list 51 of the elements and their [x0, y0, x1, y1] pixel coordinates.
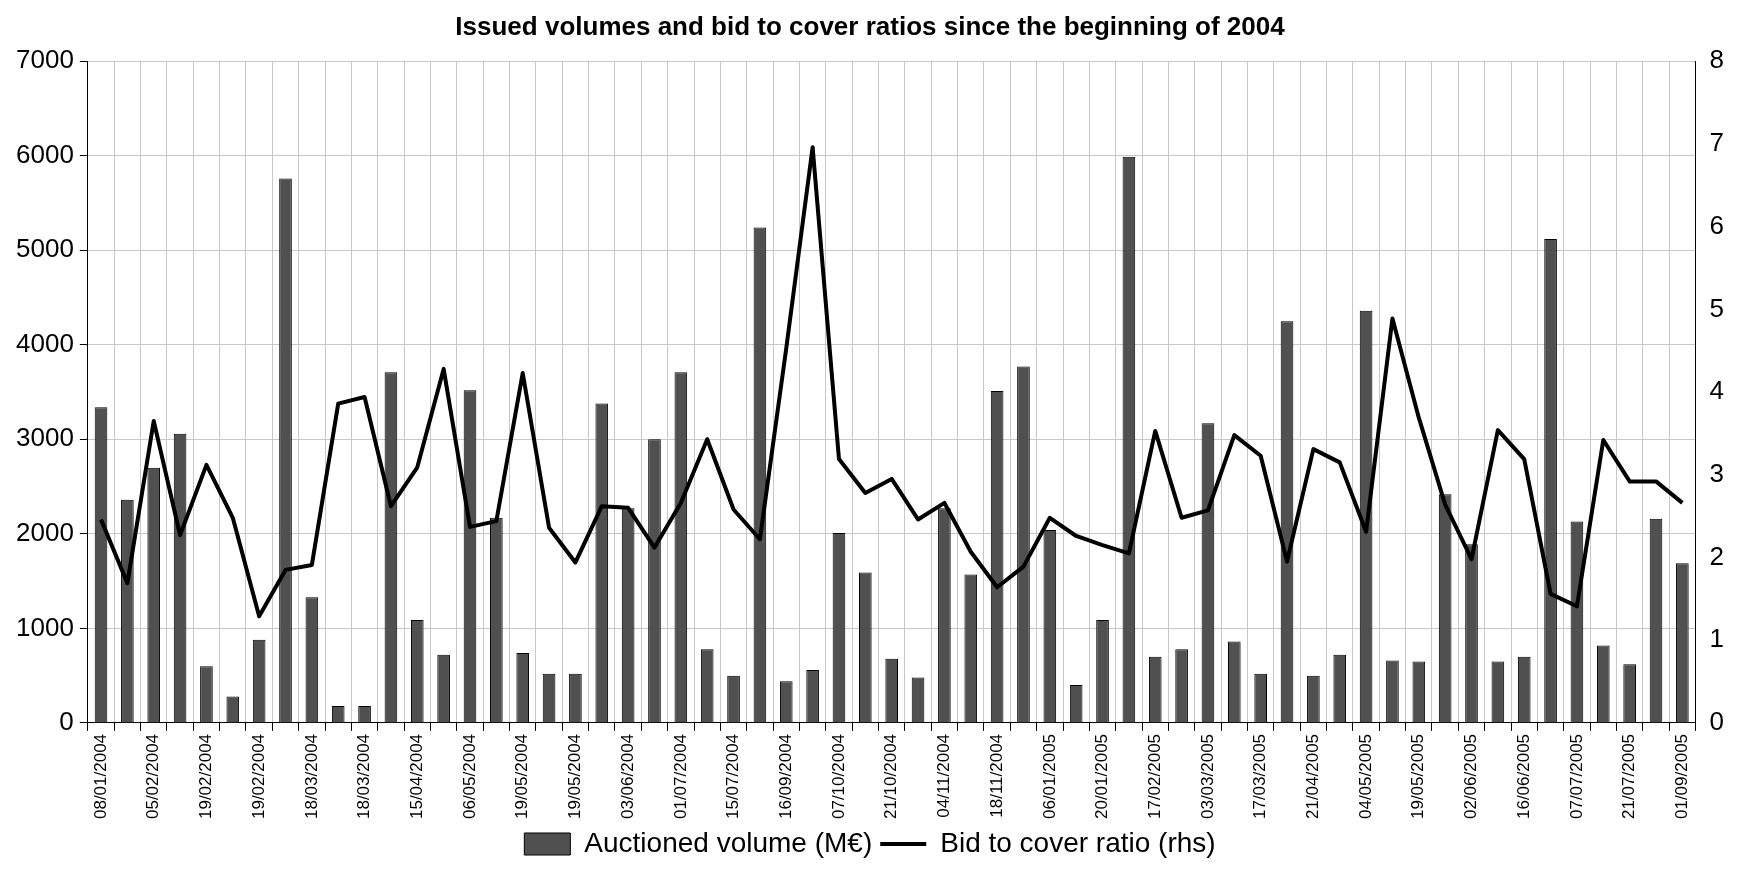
x-tick-label: 03/03/2005 — [1197, 733, 1217, 820]
x-tick-label: 19/05/2005 — [1408, 733, 1428, 820]
x-tick-label: 17/02/2005 — [1144, 733, 1164, 820]
x-tick-label: 19/02/2004 — [248, 733, 268, 820]
x-tick-label: 19/02/2004 — [196, 733, 216, 820]
y-tick-label: 4000 — [16, 327, 74, 358]
y-tick-label: 0 — [59, 706, 74, 737]
y2-tick-label: 1 — [1709, 623, 1725, 654]
x-tick-label: 04/05/2005 — [1355, 733, 1375, 820]
x-tick-label: 21/04/2005 — [1303, 733, 1323, 820]
x-tick-label: 20/01/2005 — [1092, 733, 1112, 820]
x-tick-label: 01/07/2004 — [670, 733, 690, 820]
x-tick-label: 18/03/2004 — [354, 733, 374, 820]
x-tick-label: 01/09/2005 — [1672, 733, 1692, 820]
x-tick-label: 07/07/2005 — [1566, 733, 1586, 820]
x-tick-label: 15/04/2004 — [406, 733, 426, 820]
x-tick-label: 21/07/2005 — [1619, 733, 1639, 820]
x-tick-label: 03/06/2004 — [617, 733, 637, 820]
x-tick-label: 04/11/2004 — [934, 733, 954, 818]
x-tick-label: 08/01/2004 — [90, 733, 110, 820]
x-tick-label: 05/02/2004 — [143, 733, 163, 820]
y-tick-label: 1000 — [16, 611, 74, 642]
x-tick-label: 07/10/2004 — [828, 733, 848, 820]
y2-tick-label: 6 — [1709, 209, 1725, 240]
y-tick-label: 2000 — [16, 517, 74, 548]
legend-label: Bid to cover ratio (rhs) — [940, 826, 1216, 858]
x-tick-label: 19/05/2004 — [565, 733, 585, 820]
y2-tick-label: 5 — [1709, 292, 1725, 323]
legend-label: Auctioned volume (M€) — [584, 826, 873, 858]
y2-tick-label: 3 — [1709, 457, 1725, 488]
x-tick-label: 15/07/2004 — [723, 733, 743, 820]
x-tick-label: 19/05/2004 — [512, 733, 532, 820]
y2-tick-label: 0 — [1709, 706, 1725, 737]
x-tick-label: 18/11/2004 — [986, 733, 1006, 818]
x-tick-label: 17/03/2005 — [1250, 733, 1270, 820]
y2-tick-label: 7 — [1709, 127, 1725, 158]
x-tick-label: 16/09/2004 — [775, 733, 795, 820]
x-tick-label: 16/06/2005 — [1513, 733, 1533, 820]
y-tick-label: 6000 — [16, 138, 74, 169]
y-tick-label: 3000 — [16, 422, 74, 453]
x-tick-label: 21/10/2004 — [881, 733, 901, 820]
y2-tick-label: 8 — [1709, 44, 1725, 75]
y-tick-label: 7000 — [16, 44, 74, 75]
chart-title: Issued volumes and bid to cover ratios since the beginning of 2004 — [455, 10, 1286, 41]
x-tick-label: 02/06/2005 — [1461, 733, 1481, 820]
x-tick-label: 06/01/2005 — [1039, 733, 1059, 820]
x-tick-label: 18/03/2004 — [301, 733, 321, 820]
x-tick-label: 06/05/2004 — [459, 733, 479, 820]
y2-tick-label: 2 — [1709, 540, 1725, 571]
y-tick-label: 5000 — [16, 233, 74, 264]
y2-tick-label: 4 — [1709, 375, 1725, 406]
